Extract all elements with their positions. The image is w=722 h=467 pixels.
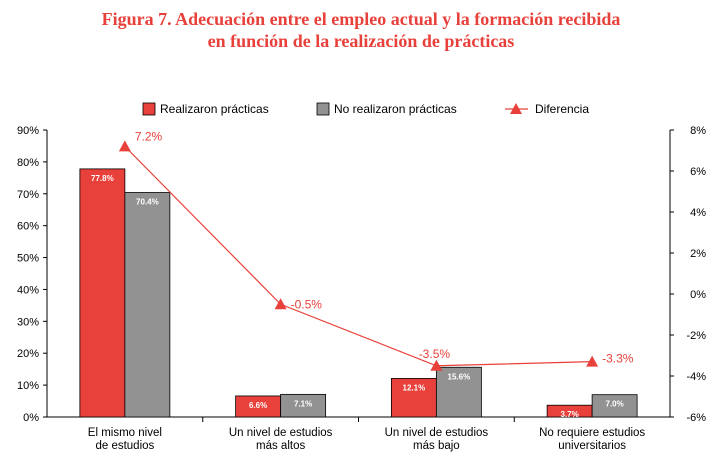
bar-value-label: 70.4%: [136, 198, 159, 207]
diferencia-value-label: -3.3%: [602, 352, 634, 366]
x-axis-category-label: más bajo: [413, 440, 460, 452]
bar-no-realizaron: [280, 393, 327, 418]
diferencia-marker: [274, 298, 287, 310]
right-axis-tick-label: -2%: [686, 330, 706, 342]
bar-realizaron: [79, 168, 126, 418]
right-axis-tick-label: 4%: [690, 207, 706, 219]
bar-value-label: 3.7%: [561, 410, 579, 419]
legend-label-diferencia: Diferencia: [535, 102, 589, 116]
diferencia-value-label: -0.5%: [291, 297, 323, 311]
diferencia-marker: [586, 355, 599, 367]
left-axis-tick-label: 50%: [17, 253, 39, 265]
diferencia-value-label: -3.5%: [419, 347, 451, 361]
bar-no-realizaron: [591, 394, 638, 418]
bar-value-label: 15.6%: [448, 372, 471, 381]
left-axis-tick-label: 10%: [17, 380, 39, 392]
right-axis-tick-label: 2%: [690, 248, 706, 260]
diferencia-line: [124, 145, 593, 367]
right-axis-tick-label: -4%: [686, 371, 706, 383]
left-axis-tick-label: 70%: [17, 189, 39, 201]
left-axis-tick-label: 0%: [23, 412, 39, 424]
bar-value-label: 12.1%: [403, 383, 426, 392]
bar-no-realizaron: [124, 192, 171, 418]
right-axis-tick-label: -6%: [686, 412, 706, 424]
diferencia-value-label: 7.2%: [135, 129, 163, 143]
left-axis-tick-label: 80%: [17, 157, 39, 169]
right-axis-tick-label: 6%: [690, 166, 706, 178]
x-axis-category-label: de estudios: [95, 440, 154, 452]
left-axis-tick-label: 40%: [17, 284, 39, 296]
bar-value-label: 77.8%: [91, 174, 114, 183]
x-axis-category-label: El mismo nivel: [88, 427, 162, 439]
diferencia-marker: [118, 140, 131, 152]
x-axis-category-label: Un nivel de estudios: [229, 427, 333, 439]
x-axis-category-label: Un nivel de estudios: [385, 427, 489, 439]
bar-value-label: 6.6%: [249, 401, 267, 410]
bar-value-label: 7.1%: [294, 399, 312, 408]
bar-realizaron: [390, 378, 437, 418]
x-axis-category-label: universitarios: [558, 440, 626, 452]
left-axis-tick-label: 90%: [17, 125, 39, 137]
right-axis-tick-label: 8%: [690, 125, 706, 137]
chart-title-line-2: en función de la realización de práctica…: [207, 31, 515, 51]
legend-label-no-realizaron: No realizaron prácticas: [334, 102, 457, 116]
diferencia-marker: [430, 359, 443, 371]
bar-value-label: 7.0%: [606, 400, 624, 409]
left-axis-tick-label: 60%: [17, 221, 39, 233]
left-axis-tick-label: 20%: [17, 348, 39, 360]
legend-swatch-realizaron: [142, 102, 156, 116]
legend-label-realizaron: Realizaron prácticas: [160, 102, 269, 116]
legend-marker-diferencia: [510, 103, 522, 114]
legend-swatch-no-realizaron: [316, 102, 330, 116]
left-axis-tick-label: 30%: [17, 316, 39, 328]
x-axis-category-label: más altos: [256, 440, 305, 452]
x-axis-category-label: No requiere estudios: [539, 427, 645, 439]
chart-title-line-1: Figura 7. Adecuación entre el empleo act…: [101, 9, 621, 29]
right-axis-tick-label: 0%: [690, 289, 706, 301]
bar-no-realizaron: [435, 366, 482, 418]
